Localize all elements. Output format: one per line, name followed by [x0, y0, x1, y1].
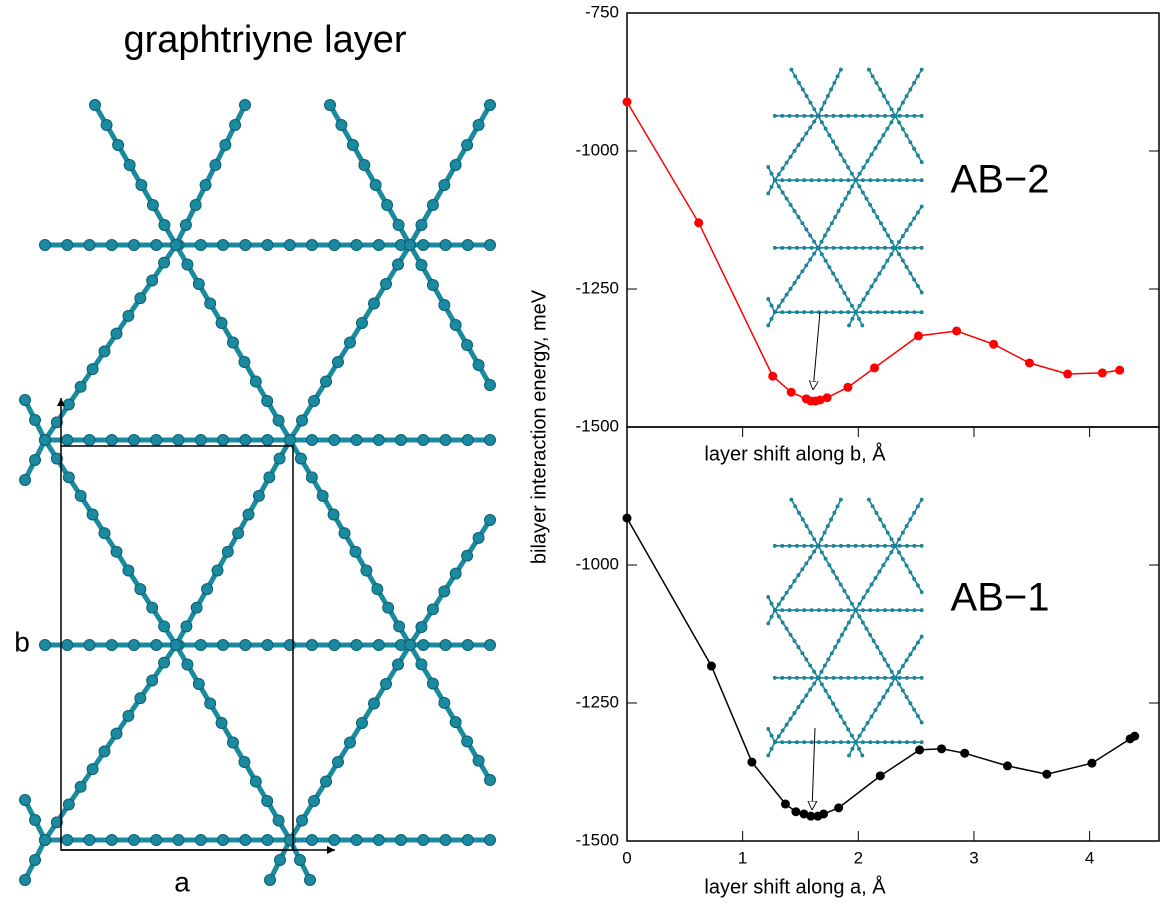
y-tick-label: -1250 — [576, 692, 619, 711]
data-point — [1130, 731, 1140, 741]
data-point — [622, 97, 632, 107]
data-point — [815, 395, 825, 405]
charts: -1500 -1250 -1000 -750 layer shift along b, … — [528, 2, 1160, 898]
data-point — [843, 382, 853, 392]
data-point — [989, 339, 999, 349]
atom-chain — [404, 639, 496, 786]
data-point — [768, 371, 778, 381]
data-point — [780, 799, 790, 809]
inset-ab1 — [768, 500, 921, 756]
y-tick-label: -1500 — [576, 416, 619, 435]
x-tick-label: 2 — [854, 848, 863, 867]
data-point — [913, 331, 923, 341]
atom-chain — [284, 639, 416, 846]
atom-chain — [404, 99, 496, 251]
inset-arrow — [813, 311, 821, 390]
atom-chain — [170, 99, 251, 251]
data-point — [937, 744, 947, 754]
data-point — [869, 363, 879, 373]
y-tick-label: -1250 — [576, 278, 619, 297]
data-point — [799, 809, 809, 819]
atom-chain — [89, 99, 182, 251]
y-tick-label: -750 — [585, 2, 619, 21]
atom-chain — [324, 99, 416, 251]
data-point — [622, 513, 632, 523]
x-tick-label: 3 — [969, 848, 978, 867]
data-point — [806, 811, 816, 821]
plot-frame — [626, 12, 1160, 428]
data-point — [747, 757, 757, 767]
annotation: AB−2 — [951, 158, 1050, 202]
x-tick-label: 0 — [622, 848, 631, 867]
atom-chain — [19, 394, 51, 446]
inset-arrow — [812, 727, 815, 810]
atom-chain — [39, 239, 182, 446]
annotation: AB−1 — [951, 576, 1050, 620]
x-tick-label: 1 — [738, 848, 747, 867]
y-axis-label: bilayer interaction energy, meV — [528, 289, 550, 564]
data-point — [694, 218, 704, 228]
data-point — [706, 661, 716, 671]
data-point — [834, 803, 844, 813]
data-point — [952, 326, 962, 336]
atom-chain — [19, 834, 51, 886]
plot-frame — [626, 426, 1160, 842]
data-point — [822, 393, 832, 403]
atom-chain — [19, 794, 51, 846]
y-tick-label: -1500 — [576, 830, 619, 849]
data-point — [786, 387, 796, 397]
series-line — [626, 101, 1120, 402]
atom-chain — [19, 434, 51, 486]
atom-chain — [284, 239, 416, 446]
atom-chain — [39, 434, 182, 651]
atom-chain — [170, 639, 296, 846]
y-tick-label: -1000 — [576, 554, 619, 573]
y-tick-label: -1000 — [576, 140, 619, 159]
data-point — [1087, 758, 1097, 768]
data-point — [819, 809, 829, 819]
a-label: a — [174, 866, 190, 897]
inset-ab2 — [768, 70, 921, 326]
data-point — [960, 748, 970, 758]
data-point — [1115, 365, 1125, 375]
lattice — [19, 99, 496, 886]
data-point — [915, 745, 925, 755]
b-label: b — [14, 626, 30, 657]
structure-title: graphtriyne layer — [123, 19, 406, 61]
data-point — [791, 807, 801, 817]
x-axis-label: layer shift along a, Å — [704, 875, 886, 898]
data-point — [1063, 369, 1073, 379]
atom-chain — [284, 434, 416, 651]
atom-chain — [264, 834, 296, 886]
atom-chain — [170, 239, 296, 446]
atom-chain — [39, 639, 182, 846]
data-point — [875, 771, 885, 781]
x-tick-label: 4 — [1085, 848, 1094, 867]
x-axis-label: layer shift along b, Å — [704, 442, 886, 465]
data-point — [1024, 358, 1034, 368]
atom-chain — [404, 239, 496, 391]
data-point — [1002, 761, 1012, 771]
data-point — [1097, 368, 1107, 378]
atom-chain — [404, 514, 496, 651]
atom-chain — [170, 434, 296, 651]
data-point — [1042, 769, 1052, 779]
